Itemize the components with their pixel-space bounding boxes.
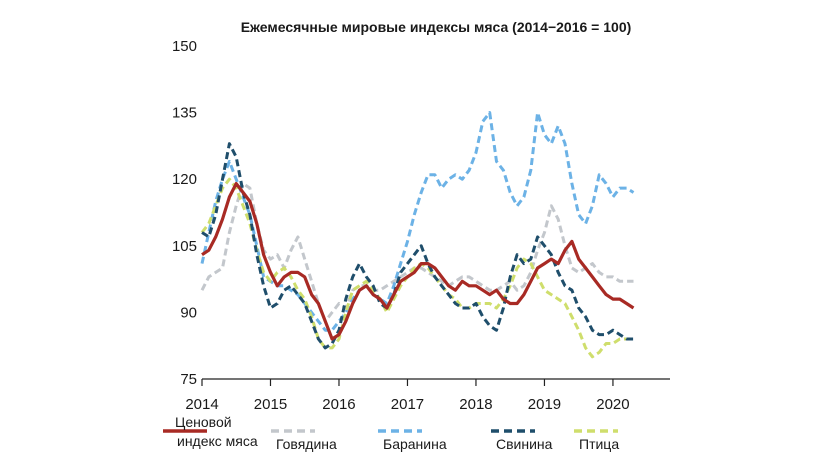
x-tick-label: 2014	[185, 396, 218, 413]
series-line-pork	[201, 142, 634, 350]
series-line-price	[201, 182, 635, 341]
x-tick-label: 2017	[391, 396, 424, 413]
y-tick-label: 105	[172, 238, 197, 255]
x-tick-label: 2016	[322, 396, 355, 413]
legend: Ценовой индекс мяса Говядина Баранина Свинин…	[163, 414, 619, 452]
y-tick-label: 120	[172, 171, 197, 188]
legend-label-lamb: Баранина	[383, 436, 447, 452]
x-tick-label: 2020	[596, 396, 629, 413]
y-axis-ticks: 150 135 120 105 90 75	[172, 38, 197, 388]
series-line-lamb	[200, 111, 635, 332]
legend-label-poultry: Птица	[579, 436, 619, 452]
x-tick-label: 2019	[528, 396, 561, 413]
y-tick-label: 90	[180, 304, 197, 321]
y-tick-label: 75	[180, 371, 197, 388]
y-tick-label: 135	[172, 105, 197, 122]
x-tick-label: 2018	[459, 396, 492, 413]
x-tick-label: 2015	[254, 396, 287, 413]
x-axis-ticks: 2014 2015 2016 2017 2018 2019 2020	[185, 379, 630, 413]
legend-label-pork: Свинина	[496, 436, 553, 452]
y-tick-label: 150	[172, 38, 197, 55]
chart-title: Ежемесячные мировые индексы мяса (2014−2…	[241, 19, 632, 35]
plot-area	[200, 111, 635, 359]
legend-label-beef: Говядина	[276, 436, 337, 452]
legend-label-price: Ценовой индекс мяса	[175, 414, 258, 449]
